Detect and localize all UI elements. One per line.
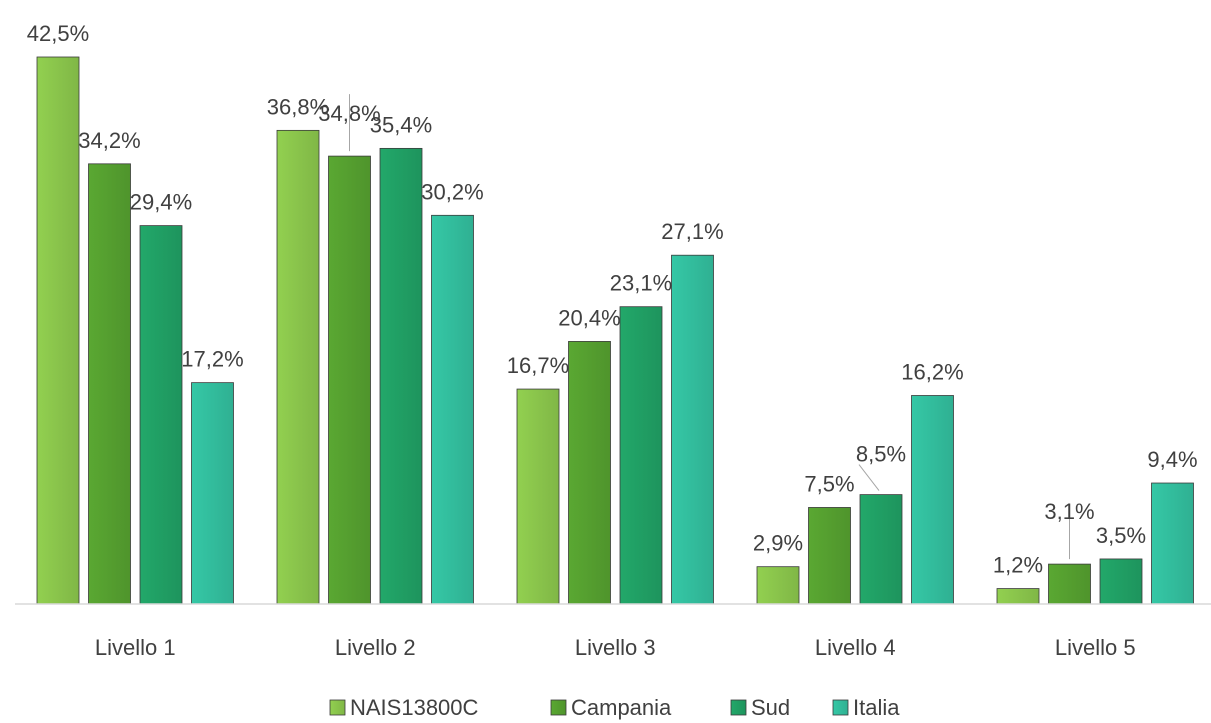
category-label-livello-3: Livello 3 (575, 635, 656, 660)
bar-sud-livello-4 (859, 494, 903, 605)
legend-label-nais13800c: NAIS13800C (350, 695, 479, 720)
data-label-campania-livello-4: 7,5% (804, 471, 854, 496)
data-label-nais13800c-livello-2: 36,8% (267, 94, 329, 119)
category-label-livello-5: Livello 5 (1055, 635, 1136, 660)
data-label-italia-livello-4: 16,2% (901, 360, 963, 385)
legend-swatch-nais13800c (329, 699, 346, 716)
legend-label-campania: Campania (571, 695, 672, 720)
bar-sud-livello-1 (139, 225, 183, 605)
data-label-campania-livello-3: 20,4% (558, 305, 620, 330)
legend-swatch-sud (730, 699, 747, 716)
data-label-sud-livello-4: 8,5% (856, 442, 906, 467)
bar-italia-livello-1 (191, 382, 234, 605)
bar-sud-livello-3 (619, 306, 663, 605)
data-label-nais13800c-livello-1: 42,5% (27, 21, 89, 46)
legend-swatch-italia (832, 699, 849, 716)
bar-sud-livello-5 (1099, 558, 1143, 605)
bar-italia-livello-2 (431, 214, 474, 605)
bar-campania-livello-5 (1048, 563, 1091, 605)
category-label-livello-1: Livello 1 (95, 635, 176, 660)
bar-nais13800c-livello-2 (276, 129, 320, 605)
bar-nais13800c-livello-5 (996, 588, 1040, 605)
category-label-livello-4: Livello 4 (815, 635, 896, 660)
legend: NAIS13800C Campania Sud Italia (329, 695, 900, 720)
bar-italia-livello-5 (1151, 482, 1194, 605)
bar-nais13800c-livello-3 (516, 388, 560, 605)
bar-campania-livello-1 (88, 163, 131, 605)
data-labels-layer: 42,5% 34,2% 29,4% 17,2% 36,8%34,8%35,4% 30,2%… (27, 21, 1198, 578)
data-label-nais13800c-livello-5: 1,2% (993, 553, 1043, 578)
legend-label-italia: Italia (853, 695, 900, 720)
data-label-campania-livello-2: 34,8% (318, 101, 380, 126)
bar-campania-livello-4 (808, 507, 851, 605)
data-label-sud-livello-5: 3,5% (1096, 523, 1146, 548)
bar-italia-livello-4 (911, 395, 954, 605)
data-label-italia-livello-1: 17,2% (181, 347, 243, 372)
bar-italia-livello-3 (671, 254, 714, 605)
data-label-nais13800c-livello-3: 16,7% (507, 353, 569, 378)
legend-swatch-campania (550, 699, 567, 716)
category-axis-labels: Livello 1 Livello 2 Livello 3 Livello 4 Live… (95, 635, 1136, 660)
data-label-italia-livello-5: 9,4% (1147, 447, 1197, 472)
data-label-italia-livello-3: 27,1% (661, 219, 723, 244)
bar-campania-livello-2 (328, 155, 371, 605)
category-label-livello-2: Livello 2 (335, 635, 416, 660)
data-label-campania-livello-5: 3,1% (1044, 499, 1094, 524)
data-label-italia-livello-2: 30,2% (421, 179, 483, 204)
bar-nais13800c-livello-4 (756, 566, 800, 605)
data-label-sud-livello-1: 29,4% (130, 190, 192, 215)
bar-sud-livello-2 (379, 147, 423, 605)
legend-label-sud: Sud (751, 695, 790, 720)
bar-campania-livello-3 (568, 341, 611, 605)
leader-line-sud-livello-4 (858, 464, 880, 491)
bars-layer (36, 56, 1194, 605)
data-label-sud-livello-3: 23,1% (610, 271, 672, 296)
data-label-nais13800c-livello-4: 2,9% (753, 531, 803, 556)
bar-nais13800c-livello-1 (36, 56, 80, 605)
data-label-sud-livello-2: 35,4% (370, 112, 432, 137)
leader-lines-layer (349, 94, 1070, 560)
data-label-campania-livello-1: 34,2% (78, 128, 140, 153)
